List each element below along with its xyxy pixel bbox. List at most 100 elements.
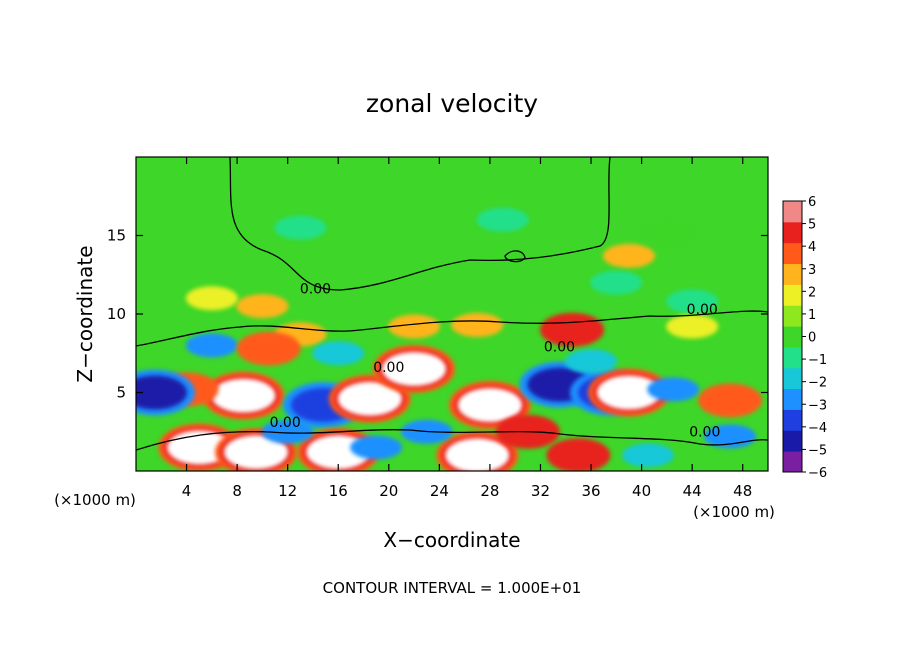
field-core — [666, 314, 719, 339]
field-feature — [350, 435, 403, 460]
chart-title: zonal velocity — [366, 89, 538, 118]
x-tick-label: 24 — [430, 482, 449, 500]
zero-contour-mid — [136, 310, 768, 347]
colorbar-swatch — [783, 451, 802, 473]
zero-contours — [136, 157, 768, 451]
colorbar-swatch — [783, 346, 802, 369]
colorbar-tick-label: −3 — [808, 398, 827, 413]
field-feature — [236, 294, 289, 319]
x-unit-right: (×1000 m) — [693, 503, 775, 521]
contour-label: 0.00 — [689, 424, 720, 440]
x-tick-label: 16 — [329, 482, 348, 500]
field-core — [388, 314, 441, 339]
field-feature — [451, 312, 504, 337]
field-feature — [236, 331, 301, 366]
colorbar-swatch — [783, 409, 802, 431]
plot-area: 0.00 0.00 0.00 0.00 0.00 0.00 — [135, 156, 769, 472]
field-core — [312, 341, 365, 366]
y-axis-label: Z−coordinate — [73, 245, 97, 382]
colorbar-tick-label: −5 — [808, 443, 827, 458]
colorbar-swatch — [783, 430, 802, 452]
field-feature — [436, 431, 519, 471]
colorbar-tick-label: 4 — [808, 240, 816, 255]
field-core — [136, 375, 187, 410]
colorbar-tick-label: 6 — [808, 195, 816, 210]
x-tick-label: 28 — [480, 482, 499, 500]
x-tick-label: 44 — [683, 482, 702, 500]
y-tick-label: 15 — [107, 227, 126, 245]
x-tick-label: 12 — [278, 482, 297, 500]
field-core — [167, 430, 232, 465]
colorbar-tick-label: −4 — [808, 421, 827, 436]
field-core — [596, 375, 661, 410]
x-tick-label: 20 — [379, 482, 398, 500]
field-core — [476, 207, 529, 232]
field-core — [602, 243, 655, 268]
colorbar-swatch — [783, 263, 802, 285]
x-axis-label: X−coordinate — [383, 528, 520, 552]
colorbar-swatch — [783, 242, 802, 265]
contour-interval-note: CONTOUR INTERVAL = 1.000E+01 — [323, 579, 582, 597]
field-feature — [261, 419, 314, 444]
colorbar-tick-label: −1 — [808, 353, 827, 368]
field-core — [236, 294, 289, 319]
x-tick-label: 40 — [632, 482, 651, 500]
field-feature — [602, 243, 655, 268]
colorbar-swatch — [783, 305, 802, 327]
field-feature — [621, 443, 674, 468]
field-core — [445, 438, 510, 471]
field-core — [350, 435, 403, 460]
field-core — [590, 270, 643, 295]
field-feature — [373, 344, 456, 393]
x-tick-label: 8 — [232, 482, 242, 500]
field-core — [666, 289, 719, 314]
field-feature — [185, 333, 238, 358]
colorbar-swatch — [783, 284, 802, 306]
field-feature — [312, 341, 365, 366]
x-tick-label: 32 — [531, 482, 550, 500]
contour-label: 0.00 — [300, 282, 331, 298]
colorbar-tick-label: 3 — [808, 263, 816, 278]
field-feature — [185, 286, 238, 311]
x-tick-label: 36 — [581, 482, 600, 500]
colorbar: 6 5 4 3 2 1 0 −1 −2 −3 −4 −5 −6 — [782, 195, 827, 481]
field-feature — [666, 314, 719, 339]
field-core — [185, 333, 238, 358]
field-core — [211, 378, 276, 413]
field-feature — [476, 207, 529, 232]
x-tick-label: 48 — [733, 482, 752, 500]
field-core — [185, 286, 238, 311]
y-tick-label: 5 — [116, 384, 126, 402]
field-feature — [590, 270, 643, 295]
field-core — [621, 443, 674, 468]
x-axis: 4 8 12 16 20 24 28 32 36 40 44 48 — [182, 157, 752, 500]
field-core — [224, 435, 289, 470]
zero-contour-upper — [229, 157, 611, 291]
field-feature — [202, 371, 285, 420]
field-feature — [666, 289, 719, 314]
contour-label: 0.00 — [544, 340, 575, 356]
zero-contour-loop — [504, 250, 526, 263]
colorbar-tick-label: 5 — [808, 218, 816, 233]
field-feature — [448, 381, 531, 430]
field-core — [565, 349, 618, 374]
colorbar-swatch — [783, 221, 802, 244]
y-axis: 5 10 15 — [107, 227, 768, 402]
colorbar-tick-label: 0 — [808, 331, 816, 346]
field-core — [236, 331, 301, 366]
field-feature — [274, 215, 327, 240]
contour-label: 0.00 — [373, 360, 404, 376]
colorbar-tick-label: 1 — [808, 308, 816, 323]
colorbar-swatch — [783, 367, 802, 390]
field-feature — [136, 369, 195, 416]
colorbar-tick-label: 2 — [808, 285, 816, 300]
field-feature — [565, 349, 618, 374]
field-core — [640, 223, 693, 248]
field-feature — [388, 314, 441, 339]
colorbar-swatch — [783, 388, 802, 410]
field-core — [457, 388, 522, 423]
velocity-field — [136, 207, 763, 471]
field-feature — [587, 368, 670, 417]
field-feature — [698, 383, 763, 418]
colorbar-swatch — [783, 201, 802, 223]
